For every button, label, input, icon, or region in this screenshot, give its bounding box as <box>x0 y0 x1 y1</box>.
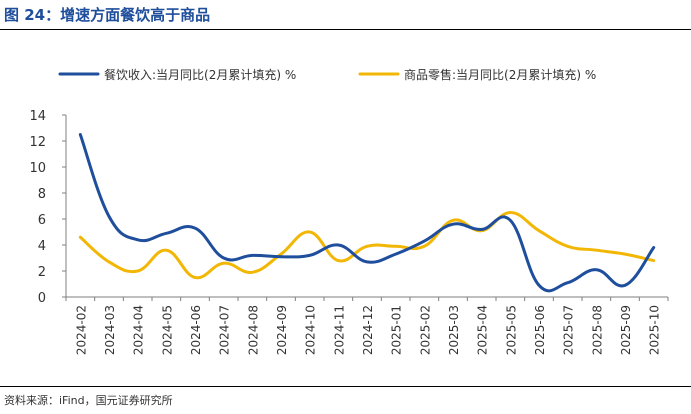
figure-title: 图 24：增速方面餐饮高于商品 <box>4 6 211 24</box>
legend-label-0: 餐饮收入:当月同比(2月累计填充) % <box>104 67 296 82</box>
x-tick-label-9: 2024-11 <box>332 305 346 355</box>
y-tick-label-0: 0 <box>38 291 46 306</box>
line-chart: 餐饮收入:当月同比(2月累计填充) % 商品零售:当月同比(2月累计填充) % 0 2… <box>29 67 669 355</box>
series-line-1 <box>78 211 656 280</box>
source-divider <box>0 386 691 387</box>
x-tick-label-17: 2025-07 <box>562 305 576 355</box>
y-tick-label-2: 4 <box>38 239 46 254</box>
x-tick-label-10: 2024-12 <box>361 305 375 355</box>
x-tick-label-20: 2025-10 <box>648 305 662 355</box>
y-tick-label-4: 8 <box>38 187 46 202</box>
x-tick-label-3: 2024-05 <box>160 305 174 355</box>
source-note: 资料来源：iFind，国元证券研究所 <box>4 394 173 407</box>
legend-label-1: 商品零售:当月同比(2月累计填充) % <box>404 67 596 82</box>
x-tick-label-8: 2024-10 <box>304 305 318 355</box>
x-tick-label-19: 2025-09 <box>619 305 633 355</box>
x-tick-label-6: 2024-08 <box>246 305 260 355</box>
x-tick-label-1: 2024-03 <box>103 305 117 355</box>
x-tick-label-0: 2024-02 <box>74 305 88 355</box>
y-tick-label-5: 10 <box>29 161 46 176</box>
x-tick-label-4: 2024-06 <box>189 305 203 355</box>
x-tick-label-18: 2025-08 <box>590 305 604 355</box>
series-line-0 <box>78 133 656 293</box>
x-tick-label-13: 2025-03 <box>447 305 461 355</box>
y-tick-label-1: 2 <box>38 265 46 280</box>
x-tick-label-5: 2024-07 <box>218 305 232 355</box>
y-tick-label-7: 14 <box>29 109 46 124</box>
y-tick-label-3: 6 <box>38 213 46 228</box>
x-tick-label-11: 2025-01 <box>390 305 404 355</box>
x-tick-label-14: 2025-04 <box>476 305 490 355</box>
title-divider <box>0 29 691 30</box>
x-tick-label-7: 2024-09 <box>275 305 289 355</box>
x-tick-label-15: 2025-05 <box>504 305 518 355</box>
x-tick-label-16: 2025-06 <box>533 305 547 355</box>
y-tick-label-6: 12 <box>29 135 46 150</box>
x-tick-label-2: 2024-04 <box>132 305 146 355</box>
x-tick-label-12: 2025-02 <box>418 305 432 355</box>
